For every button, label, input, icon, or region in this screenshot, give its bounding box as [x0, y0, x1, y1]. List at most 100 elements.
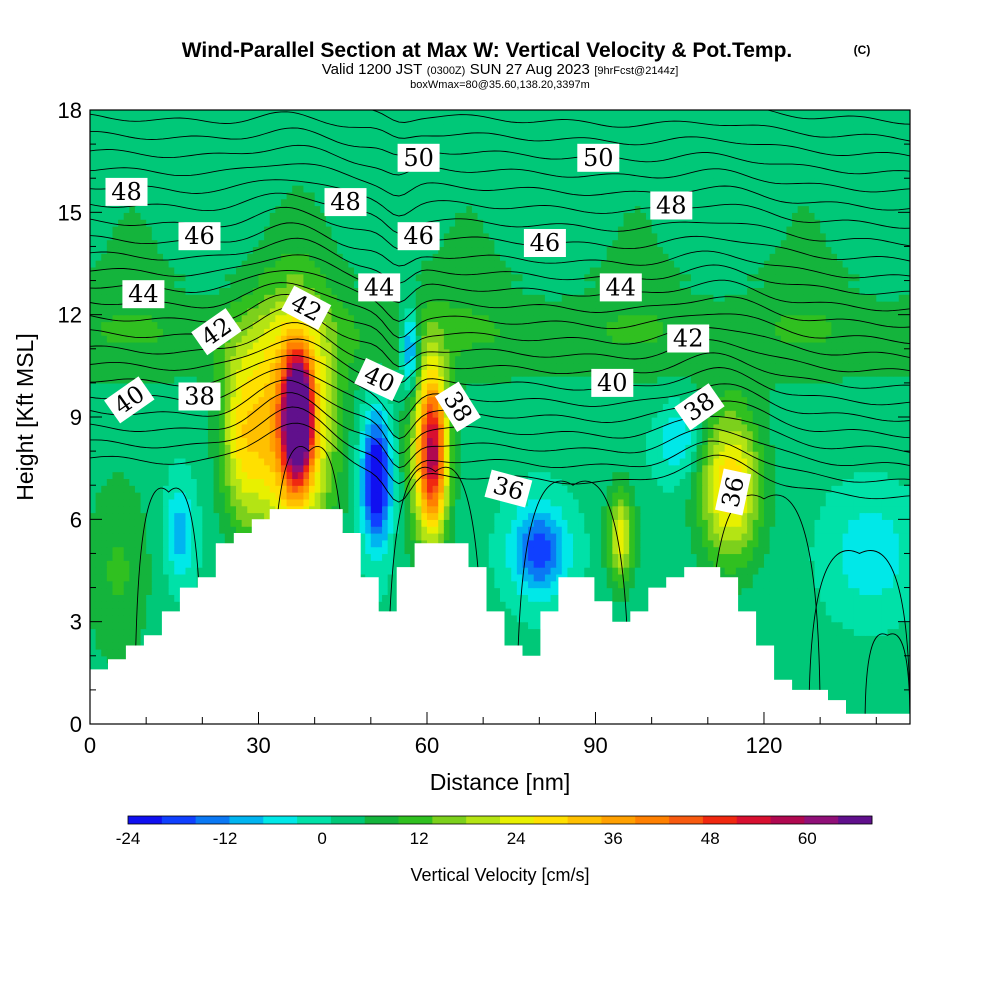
velocity-cell: [511, 587, 518, 595]
velocity-cell: [528, 648, 535, 657]
velocity-cell: [112, 614, 119, 623]
velocity-cell: [584, 546, 591, 555]
velocity-cell: [466, 505, 473, 514]
velocity-cell: [629, 594, 636, 602]
velocity-cell: [595, 573, 602, 582]
velocity-cell: [567, 498, 574, 507]
velocity-cell: [196, 519, 203, 527]
velocity-cell: [836, 621, 844, 630]
velocity-cell: [786, 608, 793, 616]
velocity-cell: [786, 573, 793, 582]
velocity-cell: [814, 539, 821, 548]
velocity-cell: [747, 526, 754, 534]
velocity-cell: [617, 532, 625, 541]
velocity-cell: [859, 594, 866, 602]
velocity-cell: [836, 594, 844, 602]
velocity-cell: [359, 553, 366, 561]
velocity-cell: [657, 553, 664, 561]
velocity-cell: [820, 655, 827, 664]
velocity-cell: [438, 519, 445, 527]
velocity-cell: [90, 498, 97, 507]
velocity-cell: [522, 573, 529, 582]
velocity-cell: [848, 601, 855, 609]
velocity-cell: [556, 567, 563, 575]
velocity-cell: [95, 553, 102, 561]
velocity-cell: [595, 560, 602, 568]
velocity-cell: [881, 505, 889, 514]
velocity-cell: [528, 553, 535, 561]
velocity-cell: [763, 621, 771, 630]
velocity-cell: [550, 546, 557, 555]
velocity-cell: [387, 498, 394, 507]
velocity-cell: [786, 635, 793, 643]
velocity-cell: [702, 492, 709, 500]
velocity-cell: [578, 532, 585, 541]
velocity-cell: [836, 689, 844, 698]
velocity-cell: [539, 526, 546, 534]
velocity-cell: [668, 505, 675, 514]
velocity-cell: [825, 662, 832, 671]
velocity-cell: [123, 519, 130, 527]
velocity-cell: [258, 505, 265, 514]
velocity-cell: [831, 505, 838, 514]
velocity-cell: [887, 498, 894, 507]
velocity-cell: [865, 505, 872, 514]
velocity-cell: [876, 560, 883, 568]
velocity-cell: [803, 601, 810, 609]
velocity-cell: [836, 614, 844, 623]
velocity-cell: [685, 519, 692, 527]
velocity-cell: [881, 655, 889, 664]
velocity-cell: [775, 608, 782, 616]
velocity-cell: [516, 628, 524, 636]
velocity-cell: [230, 492, 237, 500]
velocity-cell: [112, 580, 119, 589]
velocity-cell: [455, 519, 462, 527]
velocity-cell: [264, 505, 271, 514]
velocity-cell: [449, 505, 456, 514]
velocity-cell: [146, 485, 153, 493]
velocity-cell: [544, 505, 552, 514]
velocity-cell: [735, 587, 743, 595]
velocity-cell: [556, 539, 563, 548]
velocity-cell: [657, 546, 664, 555]
velocity-cell: [763, 498, 771, 507]
velocity-cell: [179, 485, 187, 493]
velocity-cell: [724, 560, 731, 568]
velocity-cell: [157, 567, 164, 575]
velocity-cell: [758, 553, 765, 561]
velocity-cell: [623, 532, 630, 541]
velocity-cell: [792, 621, 799, 630]
velocity-cell: [539, 601, 546, 609]
velocity-cell: [893, 635, 900, 643]
velocity-cell: [814, 560, 821, 568]
velocity-cell: [786, 560, 793, 568]
velocity-cell: [90, 492, 97, 500]
velocity-cell: [387, 560, 394, 568]
velocity-cell: [747, 519, 754, 527]
velocity-cell: [741, 580, 748, 589]
velocity-cell: [780, 539, 788, 548]
velocity-cell: [887, 573, 894, 582]
velocity-cell: [853, 498, 861, 507]
velocity-cell: [713, 498, 720, 507]
velocity-cell: [134, 539, 142, 548]
velocity-cell: [904, 669, 910, 677]
velocity-cell: [775, 648, 782, 657]
velocity-cell: [808, 546, 816, 555]
velocity-cell: [893, 642, 900, 650]
velocity-cell: [612, 498, 619, 507]
velocity-cell: [544, 512, 552, 520]
velocity-cell: [634, 587, 642, 595]
velocity-cell: [741, 505, 748, 514]
velocity-cell: [612, 608, 619, 616]
velocity-cell: [820, 526, 827, 534]
velocity-cell: [724, 532, 731, 541]
velocity-cell: [202, 546, 209, 555]
velocity-cell: [859, 553, 866, 561]
velocity-cell: [898, 526, 905, 534]
velocity-cell: [870, 587, 877, 595]
velocity-cell: [556, 498, 563, 507]
velocity-cell: [606, 594, 613, 602]
velocity-cell: [831, 594, 838, 602]
velocity-cell: [134, 608, 142, 616]
